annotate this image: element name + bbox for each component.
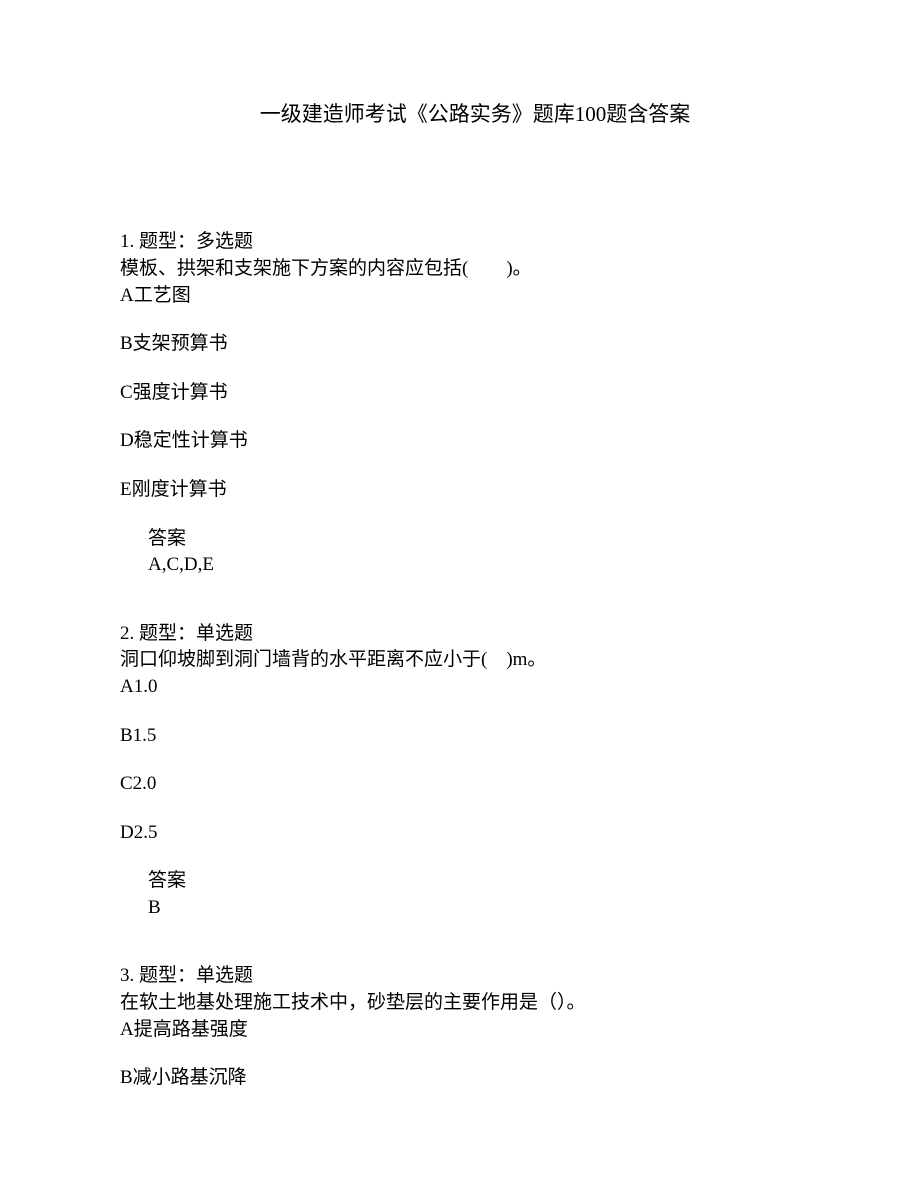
question-1-header: 1. 题型：多选题 bbox=[120, 229, 800, 256]
question-3-type: 题型：单选题 bbox=[139, 965, 253, 986]
question-1-option-b: B支架预算书 bbox=[120, 331, 800, 358]
question-2-text: 洞口仰坡脚到洞门墙背的水平距离不应小于( )m。 bbox=[120, 647, 800, 674]
question-3-header: 3. 题型：单选题 bbox=[120, 963, 800, 990]
question-1-type: 题型：多选题 bbox=[139, 231, 253, 252]
question-3-number: 3. bbox=[120, 965, 134, 986]
question-1-option-c: C强度计算书 bbox=[120, 380, 800, 407]
question-2-option-b: B1.5 bbox=[120, 723, 800, 750]
question-2-type: 题型：单选题 bbox=[139, 623, 253, 644]
question-1-answer-label: 答案 bbox=[148, 526, 800, 553]
question-2-answer: 答案 B bbox=[148, 868, 800, 921]
question-1-option-e: E刚度计算书 bbox=[120, 477, 800, 504]
question-2: 2. 题型：单选题 洞口仰坡脚到洞门墙背的水平距离不应小于( )m。 A1.0 … bbox=[120, 621, 800, 922]
question-1-number: 1. bbox=[120, 231, 134, 252]
question-2-option-d: D2.5 bbox=[120, 820, 800, 847]
question-3-text: 在软土地基处理施工技术中，砂垫层的主要作用是（）。 bbox=[120, 990, 800, 1017]
question-2-header: 2. 题型：单选题 bbox=[120, 621, 800, 648]
question-2-number: 2. bbox=[120, 623, 134, 644]
document-title: 一级建造师考试《公路实务》题库100题含答案 bbox=[150, 100, 800, 129]
question-3-option-a: A提高路基强度 bbox=[120, 1017, 800, 1044]
question-2-answer-label: 答案 bbox=[148, 868, 800, 895]
question-1-answer: 答案 A,C,D,E bbox=[148, 526, 800, 579]
question-1: 1. 题型：多选题 模板、拱架和支架施下方案的内容应包括( )。 A工艺图 B支… bbox=[120, 229, 800, 578]
question-2-option-a: A1.0 bbox=[120, 674, 800, 701]
question-1-text: 模板、拱架和支架施下方案的内容应包括( )。 bbox=[120, 256, 800, 283]
question-1-answer-value: A,C,D,E bbox=[148, 552, 800, 579]
question-3: 3. 题型：单选题 在软土地基处理施工技术中，砂垫层的主要作用是（）。 A提高路… bbox=[120, 963, 800, 1091]
question-2-answer-value: B bbox=[148, 895, 800, 922]
question-3-option-b: B减小路基沉降 bbox=[120, 1065, 800, 1092]
question-2-option-c: C2.0 bbox=[120, 771, 800, 798]
question-1-option-d: D稳定性计算书 bbox=[120, 428, 800, 455]
question-1-option-a: A工艺图 bbox=[120, 283, 800, 310]
